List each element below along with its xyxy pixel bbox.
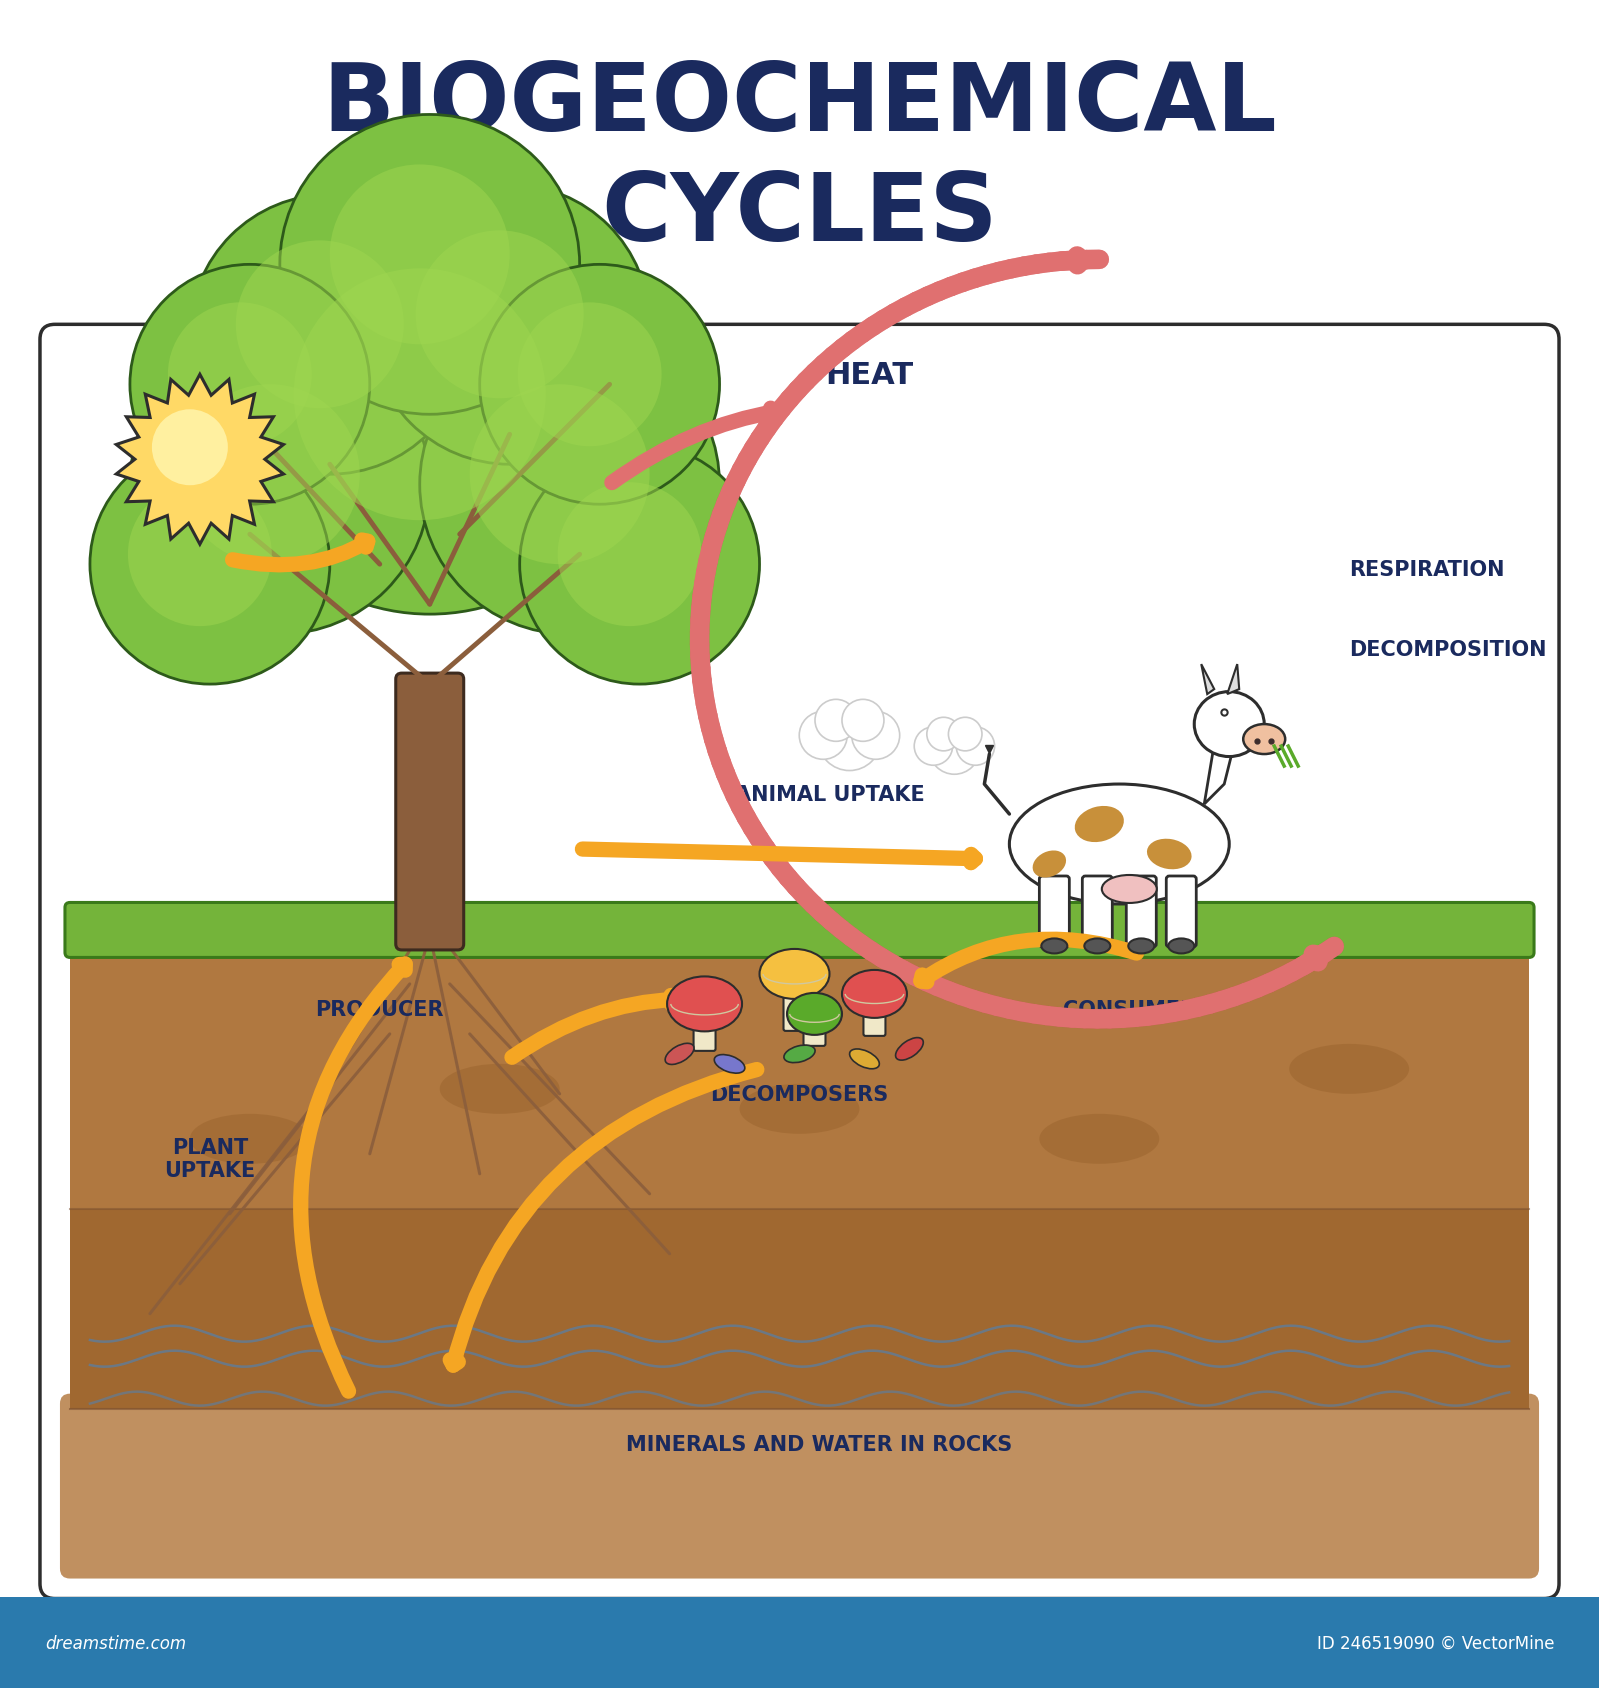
Circle shape <box>128 483 272 627</box>
FancyBboxPatch shape <box>864 993 885 1037</box>
Text: BIOGEOCHEMICAL: BIOGEOCHEMICAL <box>322 59 1277 152</box>
Circle shape <box>190 196 470 475</box>
Ellipse shape <box>784 1045 814 1062</box>
Circle shape <box>416 231 584 399</box>
Text: DECOMPOSITION: DECOMPOSITION <box>1349 640 1547 660</box>
Text: PRODUCER: PRODUCER <box>315 1000 445 1018</box>
Ellipse shape <box>667 976 742 1032</box>
FancyBboxPatch shape <box>1166 877 1197 948</box>
Circle shape <box>90 444 330 684</box>
Circle shape <box>130 334 430 635</box>
Ellipse shape <box>1010 785 1229 904</box>
Circle shape <box>851 711 899 760</box>
Bar <box>70 1209 1530 1409</box>
Text: CONSUMER: CONSUMER <box>1062 1000 1195 1018</box>
Ellipse shape <box>760 949 829 1000</box>
Circle shape <box>914 728 952 765</box>
FancyBboxPatch shape <box>395 674 464 951</box>
Circle shape <box>518 302 661 448</box>
Polygon shape <box>1202 665 1214 694</box>
FancyBboxPatch shape <box>40 324 1558 1598</box>
FancyBboxPatch shape <box>693 1002 715 1051</box>
Circle shape <box>235 242 403 409</box>
Ellipse shape <box>896 1039 923 1061</box>
Circle shape <box>179 385 360 564</box>
FancyBboxPatch shape <box>66 904 1534 958</box>
Bar <box>70 939 1530 1209</box>
Circle shape <box>949 718 982 752</box>
Circle shape <box>842 699 883 741</box>
Circle shape <box>370 186 650 464</box>
Circle shape <box>330 166 510 345</box>
Ellipse shape <box>1075 806 1123 843</box>
Text: dreamstime.com: dreamstime.com <box>45 1633 186 1652</box>
Ellipse shape <box>842 971 907 1018</box>
Text: CYCLES: CYCLES <box>602 169 998 262</box>
Circle shape <box>957 728 995 765</box>
Polygon shape <box>1227 665 1240 694</box>
Circle shape <box>280 115 579 415</box>
Polygon shape <box>1205 745 1234 804</box>
FancyBboxPatch shape <box>803 1012 826 1045</box>
FancyBboxPatch shape <box>1082 877 1112 948</box>
Circle shape <box>480 265 720 505</box>
Circle shape <box>558 483 701 627</box>
Text: MINERALS AND WATER IN ROCKS: MINERALS AND WATER IN ROCKS <box>626 1434 1013 1454</box>
Circle shape <box>800 711 848 760</box>
Circle shape <box>926 718 960 752</box>
Polygon shape <box>117 375 283 546</box>
Ellipse shape <box>787 993 842 1035</box>
Text: SUNLIGHT: SUNLIGHT <box>141 556 259 574</box>
Text: PLANT
UPTAKE: PLANT UPTAKE <box>165 1137 256 1181</box>
Circle shape <box>219 196 640 615</box>
Ellipse shape <box>1032 851 1066 878</box>
Ellipse shape <box>190 1115 310 1164</box>
Ellipse shape <box>1128 939 1154 954</box>
Bar <box>0 1596 1598 1689</box>
Text: DECOMPOSERS: DECOMPOSERS <box>710 1084 888 1105</box>
FancyBboxPatch shape <box>1126 877 1157 948</box>
Circle shape <box>930 725 979 775</box>
Ellipse shape <box>1147 839 1192 870</box>
Ellipse shape <box>739 1084 859 1133</box>
Circle shape <box>419 334 720 635</box>
Ellipse shape <box>850 1049 880 1069</box>
Circle shape <box>294 269 546 520</box>
Text: HEAT: HEAT <box>826 360 914 390</box>
Circle shape <box>130 265 370 505</box>
Circle shape <box>152 410 227 486</box>
FancyBboxPatch shape <box>784 973 805 1032</box>
Ellipse shape <box>1194 692 1264 757</box>
FancyBboxPatch shape <box>59 1393 1539 1579</box>
Ellipse shape <box>1085 939 1110 954</box>
Circle shape <box>818 708 882 772</box>
FancyBboxPatch shape <box>1040 877 1069 948</box>
Ellipse shape <box>714 1056 746 1074</box>
Ellipse shape <box>666 1044 694 1064</box>
Text: ID 246519090 © VectorMine: ID 246519090 © VectorMine <box>1317 1633 1554 1652</box>
Circle shape <box>470 385 650 564</box>
Text: RESPIRATION: RESPIRATION <box>552 459 707 480</box>
Ellipse shape <box>1290 1044 1410 1094</box>
Circle shape <box>520 444 760 684</box>
Ellipse shape <box>440 1064 560 1115</box>
Ellipse shape <box>1168 939 1194 954</box>
Ellipse shape <box>1040 1115 1160 1164</box>
Ellipse shape <box>1243 725 1285 755</box>
Ellipse shape <box>1042 939 1067 954</box>
Ellipse shape <box>1102 875 1157 904</box>
Text: ANIMAL UPTAKE: ANIMAL UPTAKE <box>734 785 925 804</box>
Text: RESPIRATION: RESPIRATION <box>1349 559 1504 579</box>
Circle shape <box>168 302 312 448</box>
Circle shape <box>814 699 858 741</box>
